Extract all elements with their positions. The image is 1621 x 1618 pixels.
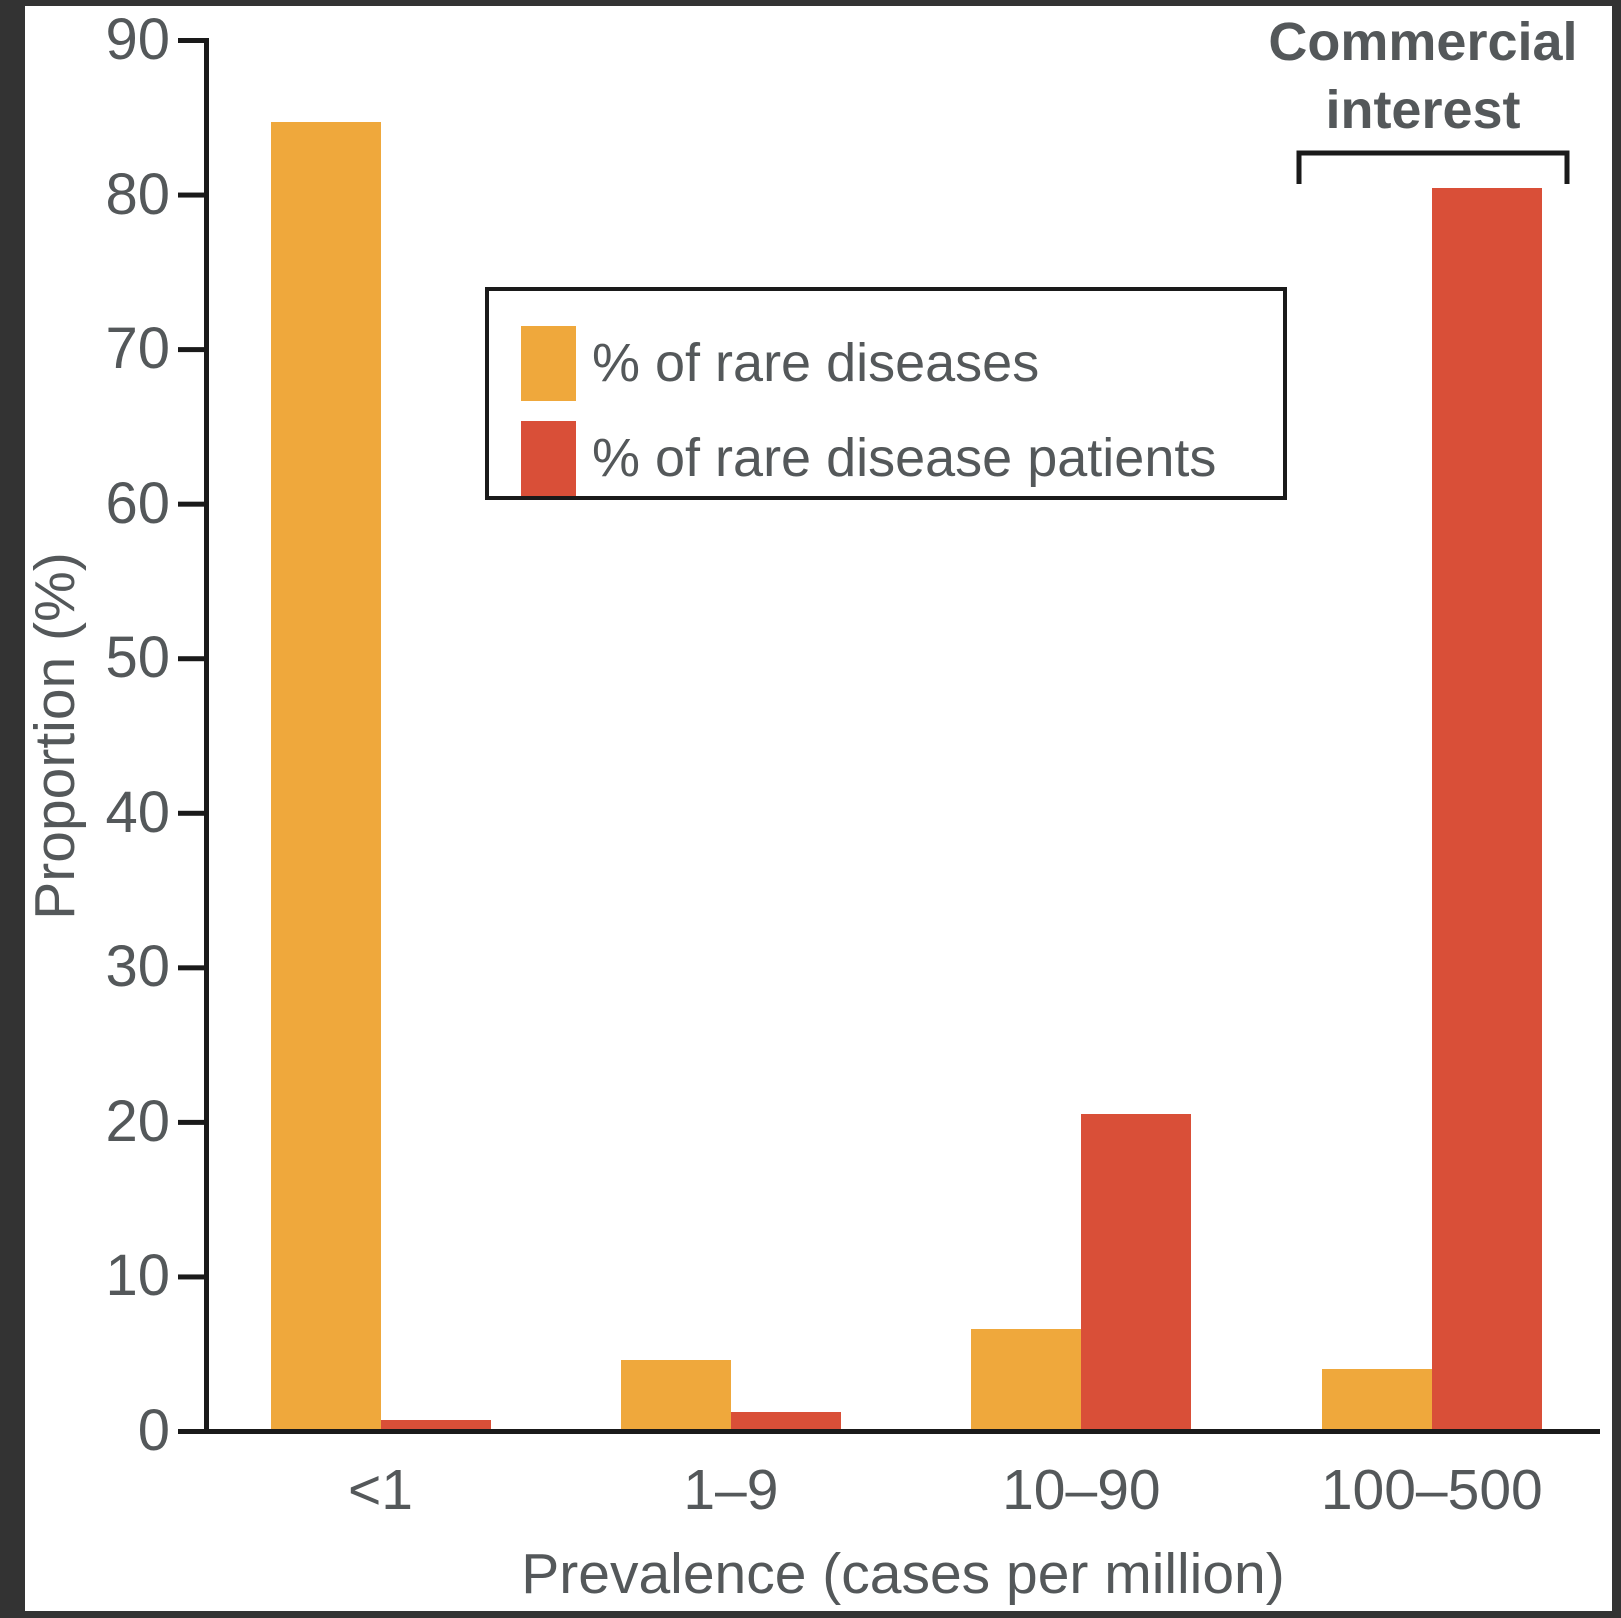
annotation-commercial-interest: Commercial interest <box>1268 12 1578 140</box>
legend-label-rare-disease-patients: % of rare disease patients <box>592 428 1217 488</box>
x-axis-title: Prevalence (cases per million) <box>521 1542 1285 1606</box>
legend-label-rare-diseases: % of rare diseases <box>592 333 1040 393</box>
legend: % of rare diseases % of rare disease pat… <box>485 287 1287 500</box>
legend-swatch-rare-disease-patients <box>521 421 576 496</box>
plot-area <box>25 6 1612 1611</box>
legend-swatch-rare-diseases <box>521 326 576 401</box>
y-axis-title: Proportion (%) <box>23 552 87 920</box>
